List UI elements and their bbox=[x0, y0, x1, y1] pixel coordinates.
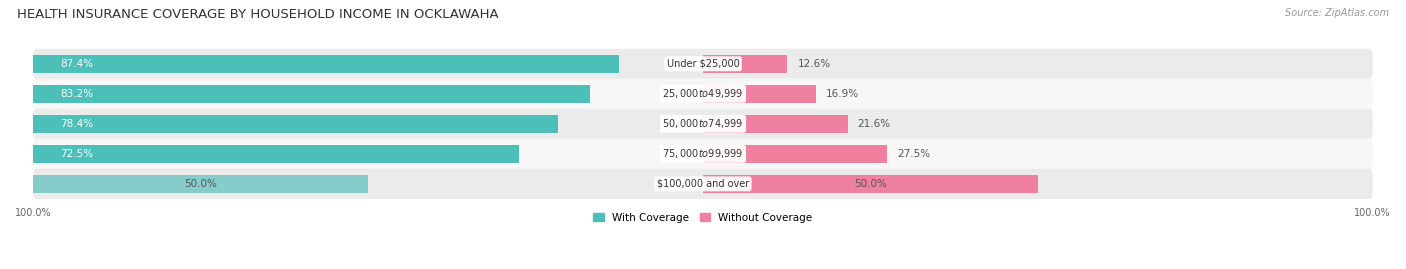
Bar bbox=[34, 55, 619, 73]
Text: Under $25,000: Under $25,000 bbox=[666, 59, 740, 69]
Text: HEALTH INSURANCE COVERAGE BY HOUSEHOLD INCOME IN OCKLAWAHA: HEALTH INSURANCE COVERAGE BY HOUSEHOLD I… bbox=[17, 8, 499, 21]
Text: 21.6%: 21.6% bbox=[858, 119, 891, 129]
Bar bbox=[703, 85, 815, 102]
Bar bbox=[703, 175, 1038, 193]
Bar bbox=[34, 175, 368, 193]
Text: 16.9%: 16.9% bbox=[827, 89, 859, 99]
Text: 27.5%: 27.5% bbox=[897, 149, 931, 159]
Legend: With Coverage, Without Coverage: With Coverage, Without Coverage bbox=[593, 213, 813, 223]
Bar bbox=[703, 115, 848, 133]
FancyBboxPatch shape bbox=[34, 169, 1372, 199]
Text: 78.4%: 78.4% bbox=[60, 119, 93, 129]
Text: 50.0%: 50.0% bbox=[853, 179, 887, 189]
Bar bbox=[34, 145, 519, 162]
Text: $75,000 to $99,999: $75,000 to $99,999 bbox=[662, 147, 744, 160]
Bar bbox=[703, 55, 787, 73]
Text: 83.2%: 83.2% bbox=[60, 89, 93, 99]
FancyBboxPatch shape bbox=[34, 109, 1372, 139]
Text: 50.0%: 50.0% bbox=[184, 179, 217, 189]
Text: $100,000 and over: $100,000 and over bbox=[657, 179, 749, 189]
Bar bbox=[34, 115, 558, 133]
FancyBboxPatch shape bbox=[34, 139, 1372, 169]
Text: $25,000 to $49,999: $25,000 to $49,999 bbox=[662, 87, 744, 100]
Text: Source: ZipAtlas.com: Source: ZipAtlas.com bbox=[1285, 8, 1389, 18]
Text: 72.5%: 72.5% bbox=[60, 149, 93, 159]
Bar bbox=[703, 145, 887, 162]
FancyBboxPatch shape bbox=[34, 49, 1372, 79]
FancyBboxPatch shape bbox=[34, 79, 1372, 109]
Text: 87.4%: 87.4% bbox=[60, 59, 93, 69]
Text: $50,000 to $74,999: $50,000 to $74,999 bbox=[662, 117, 744, 130]
Bar bbox=[34, 85, 591, 102]
Text: 12.6%: 12.6% bbox=[797, 59, 831, 69]
